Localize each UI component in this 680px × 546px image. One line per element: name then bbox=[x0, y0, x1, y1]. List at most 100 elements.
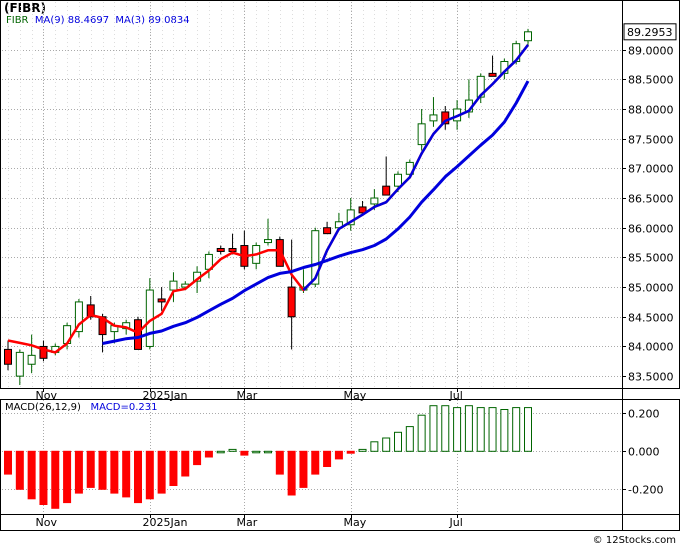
macd-bar bbox=[382, 437, 391, 452]
macd-bar bbox=[98, 450, 107, 490]
macd-y-tick-label: 0.000 bbox=[628, 446, 660, 459]
price-y-tick-label: 85.5000 bbox=[628, 252, 674, 265]
macd-bar bbox=[252, 450, 261, 454]
macd-bar bbox=[240, 450, 249, 456]
candle-body bbox=[157, 298, 166, 303]
candle-body bbox=[39, 345, 48, 359]
price-y-tick-label: 84.5000 bbox=[628, 312, 674, 325]
macd-bar bbox=[275, 450, 284, 475]
macd-bar bbox=[51, 450, 60, 509]
candle-body bbox=[169, 280, 178, 291]
macd-bar bbox=[193, 450, 202, 466]
macd-bar bbox=[4, 450, 12, 475]
macd-bar bbox=[464, 405, 473, 452]
legend-ticker: FIBR bbox=[6, 15, 29, 26]
candle-body bbox=[74, 301, 83, 333]
candle-body bbox=[134, 319, 142, 350]
macd-bar bbox=[311, 450, 320, 475]
macd-bar bbox=[15, 450, 24, 490]
candle-body bbox=[311, 230, 320, 285]
price-y-tick-label: 87.5000 bbox=[628, 134, 674, 147]
candle-body bbox=[382, 185, 391, 196]
candle-body bbox=[346, 209, 355, 226]
price-y-tick-label: 88.0000 bbox=[628, 104, 674, 117]
last-price-box bbox=[623, 23, 677, 41]
macd-bar bbox=[488, 407, 497, 452]
macd-bar bbox=[370, 441, 379, 452]
macd-bar bbox=[417, 414, 426, 452]
macd-bar bbox=[299, 450, 308, 488]
macd-bar bbox=[405, 426, 414, 452]
candle-body bbox=[417, 123, 426, 146]
candle-body bbox=[441, 111, 450, 125]
macd-bar bbox=[63, 450, 72, 504]
legend-ma9-label: MA(9) bbox=[34, 15, 65, 26]
legend-ma9-value: 88.4697 bbox=[67, 15, 110, 26]
macd-bar bbox=[524, 407, 532, 452]
macd-y-tick-label: -0.200 bbox=[628, 484, 663, 497]
candle-body bbox=[228, 247, 237, 252]
candle-body bbox=[86, 304, 95, 318]
macd-legend-label: MACD(26,12,9) bbox=[5, 402, 81, 413]
macd-x-tick-label: Nov bbox=[36, 516, 58, 529]
macd-legend-value: MACD=0.231 bbox=[90, 402, 158, 413]
macd-bar bbox=[346, 450, 355, 454]
ma9-line bbox=[102, 80, 530, 345]
macd-bar bbox=[429, 405, 438, 452]
macd-bar bbox=[39, 450, 48, 505]
price-y-tick-label: 83.5000 bbox=[628, 371, 674, 384]
macd-bar bbox=[334, 450, 343, 460]
candle-body bbox=[358, 206, 367, 214]
macd-bar bbox=[134, 450, 142, 504]
price-legend: FIBR MA(9) 88.4697 MA(3) 89.0834 bbox=[6, 15, 190, 26]
candle-body bbox=[287, 286, 296, 318]
candle-body bbox=[15, 351, 24, 377]
price-x-tick-label: May bbox=[344, 389, 367, 402]
macd-bar bbox=[122, 450, 131, 498]
macd-bar bbox=[264, 450, 272, 454]
credit-text: © 12Stocks.com bbox=[592, 535, 676, 546]
macd-bar bbox=[181, 450, 190, 477]
candle-body bbox=[524, 31, 532, 42]
macd-bar bbox=[145, 450, 154, 500]
macd-x-tick-label: May bbox=[344, 516, 367, 529]
candle-body bbox=[264, 239, 272, 244]
price-y-tick-label: 88.5000 bbox=[628, 74, 674, 87]
macd-bar bbox=[358, 448, 367, 452]
macd-x-tick-label: 2025Jan bbox=[143, 516, 188, 529]
candle-body bbox=[370, 197, 379, 205]
macd-bar bbox=[287, 450, 296, 496]
macd-legend: MACD(26,12,9) MACD=0.231 bbox=[5, 402, 157, 413]
price-x-tick-label: Nov bbox=[36, 389, 58, 402]
macd-bar bbox=[110, 450, 119, 494]
macd-bar bbox=[441, 405, 450, 452]
macd-bar bbox=[74, 450, 83, 494]
candle-body bbox=[323, 227, 332, 235]
price-y-tick-label: 89.0000 bbox=[628, 45, 674, 58]
price-y-tick-label: 86.0000 bbox=[628, 223, 674, 236]
macd-y-tick-label: 0.200 bbox=[628, 408, 660, 421]
candle-body bbox=[429, 114, 438, 122]
price-grid bbox=[2, 2, 622, 388]
price-panel bbox=[4, 28, 532, 386]
price-x-tick-label: Mar bbox=[237, 389, 258, 402]
price-y-tick-label: 86.5000 bbox=[628, 193, 674, 206]
price-x-tick-label: Jul bbox=[449, 389, 463, 402]
price-y-tick-label: 84.0000 bbox=[628, 341, 674, 354]
candle-body bbox=[488, 72, 497, 77]
price-x-tick-label: 2025Jan bbox=[143, 389, 188, 402]
candle-body bbox=[27, 354, 36, 365]
macd-bar bbox=[323, 450, 332, 467]
price-y-tick-label: 85.0000 bbox=[628, 282, 674, 295]
macd-bar bbox=[394, 431, 402, 452]
macd-x-tick-label: Jul bbox=[449, 516, 463, 529]
macd-bar bbox=[27, 450, 36, 500]
macd-x-tick-label: Mar bbox=[237, 516, 258, 529]
macd-bar bbox=[476, 407, 485, 452]
last-price-label: 89.2953 bbox=[627, 26, 673, 39]
macd-bar bbox=[86, 450, 95, 488]
macd-bar bbox=[169, 450, 178, 486]
legend-ma3-value: 89.0834 bbox=[148, 15, 190, 26]
macd-panel bbox=[2, 400, 622, 514]
